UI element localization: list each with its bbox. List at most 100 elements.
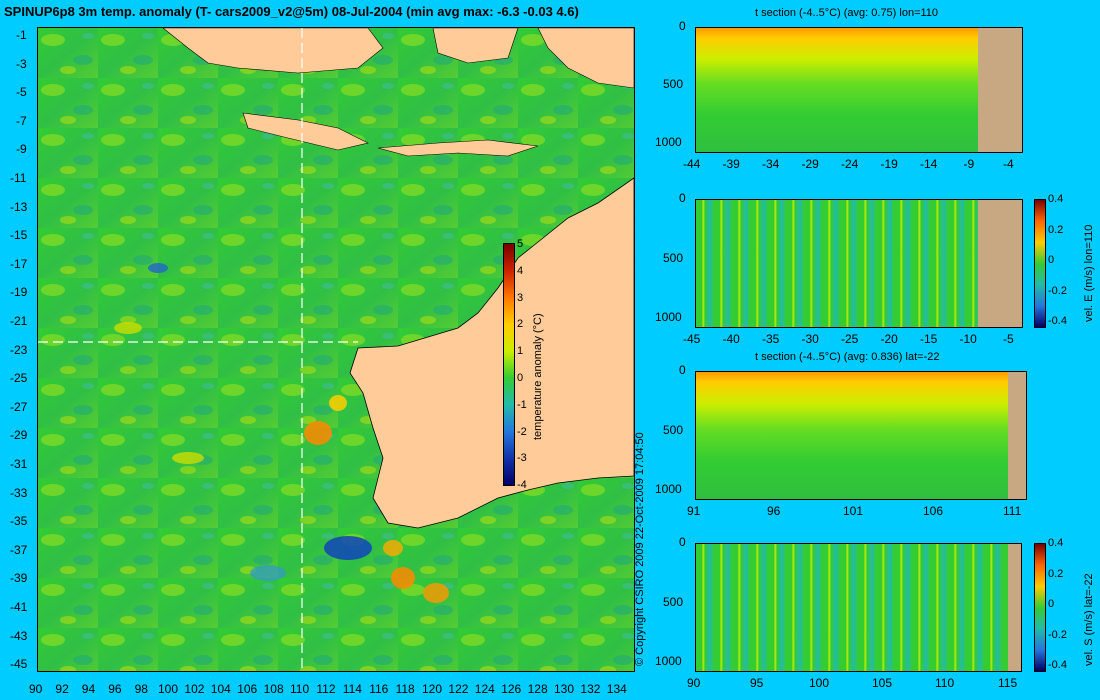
lon-tick-label: 132 (580, 682, 601, 696)
copyright-text: © Copyright CSIRO 2009 22-Oct-2009 17:04… (634, 432, 646, 666)
colorbar-tick-label: -1 (517, 398, 527, 411)
temperature-colorbar (503, 243, 515, 486)
lon-tick-label: 128 (527, 682, 548, 696)
lat-tick-label: -37 (10, 542, 28, 557)
lon-tick-label: 120 (422, 682, 443, 696)
lat-tick-label: -39 (10, 571, 28, 586)
depth-tick-label: 0 (679, 363, 686, 377)
depth-tick-label: 0 (679, 535, 686, 549)
land-sulawesi (537, 28, 634, 89)
velocity-colorbar-tick: 0.2 (1048, 567, 1064, 580)
colorbar-tick-label: -4 (517, 479, 527, 492)
lon-tick-label: 100 (158, 682, 179, 696)
section-x-tick-label: -20 (880, 332, 898, 346)
lat-tick-label: -5 (16, 85, 27, 100)
velocity-colorbar-tick: -0.2 (1048, 628, 1067, 641)
section-x-tick-label: 95 (750, 676, 764, 690)
depth-tick-label: 1000 (655, 482, 682, 496)
land-java-island (242, 112, 369, 151)
lat-tick-label: -19 (10, 285, 28, 300)
lon-tick-label: 126 (501, 682, 522, 696)
section-panel-plot (695, 199, 1023, 328)
section-x-tick-label: 90 (687, 676, 701, 690)
warm-eddy (391, 567, 415, 589)
lon-tick-label: 134 (606, 682, 627, 696)
depth-tick-label: 500 (663, 422, 684, 437)
section-land (1008, 372, 1026, 499)
land-borneo (432, 28, 519, 64)
depth-tick-label: 1000 (655, 135, 682, 149)
lon-tick-label: 114 (342, 682, 362, 696)
lon-tick-label: 110 (290, 682, 310, 696)
section-x-tick-label: -40 (722, 332, 740, 346)
lat-tick-label: -43 (10, 628, 28, 643)
lat-tick-label: -35 (10, 514, 28, 529)
section-x-tick-label: -19 (880, 157, 898, 171)
colorbar-tick-label: 1 (517, 345, 524, 358)
cold-eddy (324, 536, 372, 560)
section-x-tick-label: 100 (809, 676, 830, 690)
section-land (978, 200, 1022, 327)
warm-eddy (329, 395, 347, 411)
lat-tick-label: -11 (10, 171, 27, 185)
depth-tick-label: 500 (663, 594, 684, 609)
lat-tick-label: -9 (16, 142, 27, 157)
land-australia (349, 177, 634, 529)
section-x-tick-label: -4 (1003, 157, 1014, 171)
lat-tick-label: -3 (16, 56, 27, 71)
depth-tick-label: 1000 (655, 310, 682, 324)
section-x-tick-label: -45 (683, 332, 701, 346)
section-x-tick-label: 111 (1003, 504, 1022, 518)
lat-tick-label: -23 (10, 342, 28, 357)
velocity-colorbar (1034, 543, 1046, 672)
land-lesser-sunda (377, 139, 539, 157)
colorbar-tick-label: -2 (517, 425, 527, 438)
lon-tick-label: 90 (29, 682, 43, 696)
section-x-tick-label: 110 (935, 676, 955, 690)
velocity-colorbar (1034, 199, 1046, 328)
section-x-tick-label: 101 (843, 504, 864, 518)
lon-tick-label: 104 (210, 682, 231, 696)
velocity-colorbar-tick: 0.4 (1048, 537, 1064, 549)
velocity-colorbar-tick: 0 (1048, 254, 1055, 267)
colorbar-tick-label: 3 (517, 291, 524, 304)
section-x-tick-label: -10 (959, 332, 977, 346)
temperature-anomaly-map (38, 28, 634, 671)
velocity-colorbar-tick: 0.2 (1048, 223, 1064, 236)
velocity-colorbar-tick: -0.4 (1048, 315, 1067, 328)
section-panel-title: t section (-4..5°C) (avg: 0.836) lat=-22 (755, 351, 940, 363)
section-x-tick-label: 91 (687, 504, 701, 518)
section-x-tick-label: -39 (722, 157, 740, 171)
colorbar-tick-label: 4 (517, 264, 524, 277)
depth-tick-label: 0 (679, 191, 686, 205)
section-x-tick-label: 115 (998, 676, 1018, 690)
cold-eddy (148, 263, 168, 273)
lat-tick-label: -41 (10, 600, 28, 614)
colorbar-tick-label: -3 (517, 452, 527, 465)
section-panel-plot (695, 371, 1027, 500)
lat-tick-label: -29 (10, 428, 28, 443)
section-panel-plot (695, 27, 1023, 153)
lon-tick-label: 92 (55, 682, 69, 696)
warm-eddy (423, 583, 449, 603)
warm-eddy (172, 452, 204, 464)
land-sumatra-java (162, 28, 384, 74)
section-x-tick-label: -30 (801, 332, 819, 346)
section-land (978, 28, 1022, 152)
lat-tick-label: -27 (10, 399, 28, 414)
lon-tick-label: 116 (369, 682, 389, 696)
velocity-colorbar-label: vel. S (m/s) lat=-22 (1083, 573, 1095, 666)
temperature-colorbar-label: temperature anomaly (°C) (532, 313, 544, 440)
section-x-tick-label: -9 (963, 157, 975, 171)
lat-tick-label: -45 (10, 657, 28, 672)
section-panel-title: t section (-4..5°C) (avg: 0.75) lon=110 (755, 7, 939, 19)
warm-eddy (304, 421, 332, 445)
lat-tick-label: -7 (16, 113, 27, 128)
main-map-plot (37, 27, 635, 672)
lon-tick-label: 122 (448, 682, 469, 696)
section-x-tick-label: -34 (762, 157, 780, 171)
lon-tick-label: 102 (184, 682, 205, 696)
section-x-tick-label: 106 (923, 504, 944, 518)
section-x-tick-label: -29 (801, 157, 819, 171)
lat-tick-label: -21 (10, 314, 28, 328)
